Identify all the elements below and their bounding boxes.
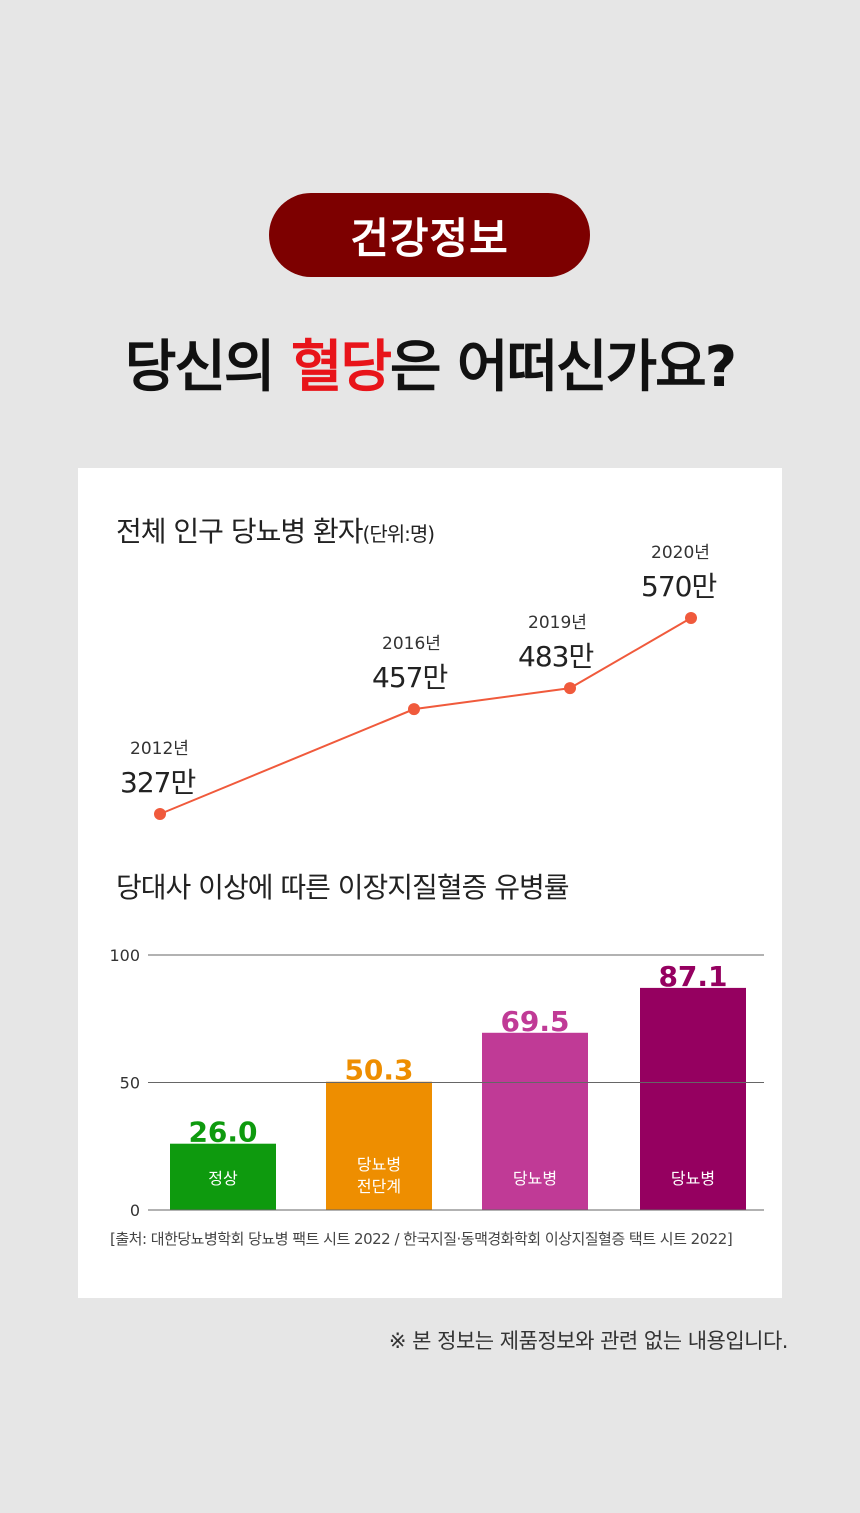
line-point-year: 2012년: [130, 739, 189, 759]
bar-value-label: 87.1: [658, 960, 727, 993]
line-point-value: 483만: [518, 640, 593, 673]
bar-category-label: 정상: [208, 1169, 238, 1188]
y-tick-label: 0: [130, 1201, 140, 1220]
headline-highlight: 혈당: [290, 335, 392, 400]
bar-value-label: 26.0: [188, 1116, 257, 1149]
bar-value-label: 50.3: [344, 1054, 413, 1087]
line-point: [564, 682, 576, 695]
line-chart-title-text: 전체 인구 당뇨병 환자: [116, 515, 364, 548]
bar-category-label: 당뇨병: [671, 1169, 715, 1188]
bar: [640, 987, 746, 1210]
headline-after: 은 어떠신가요?: [390, 335, 737, 400]
line-point: [408, 703, 420, 716]
bar-category-label: 당뇨병: [357, 1155, 401, 1174]
bar: [170, 1143, 276, 1210]
line-point-year: 2020년: [651, 543, 710, 563]
line-series: [159, 617, 692, 815]
line-point-year: 2019년: [528, 613, 587, 633]
page-headline: 당신의 혈당은 어떠신가요?: [0, 322, 860, 403]
line-point-value: 570만: [641, 570, 716, 603]
line-point-value: 327만: [120, 766, 195, 799]
line-chart-title: 전체 인구 당뇨병 환자(단위:명): [116, 510, 436, 550]
y-tick-label: 50: [120, 1074, 140, 1093]
bar-category-label: 전단계: [357, 1177, 401, 1196]
line-point-year: 2016년: [382, 634, 441, 654]
y-tick-label: 100: [109, 946, 140, 965]
line-point-value: 457만: [372, 661, 447, 694]
line-chart-unit: (단위:명): [362, 522, 436, 546]
category-badge: 건강정보: [269, 193, 590, 277]
disclaimer-note: ※ 본 정보는 제품정보와 관련 없는 내용입니다.: [388, 1329, 789, 1353]
line-point: [685, 612, 697, 624]
source-citation: [출처: 대한당뇨병학회 당뇨병 팩트 시트 2022 / 한국지질·동맥경화학…: [110, 1230, 733, 1248]
line-point: [154, 808, 166, 820]
bar-chart-title: 당대사 이상에 따른 이장지질혈증 유병률: [116, 871, 570, 904]
bar: [326, 1081, 432, 1210]
chart-canvas: 2012년 327만 2016년 457만 2019년 483만 2020년 570만 26.0…: [109, 543, 764, 1220]
bar-category-label: 당뇨병: [513, 1169, 557, 1188]
bar: [482, 1032, 588, 1210]
chart-card: 전체 인구 당뇨병 환자(단위:명) 당대사 이상에 따른 이장지질혈증 유병률…: [78, 468, 782, 1298]
headline-before: 당신의: [124, 335, 291, 400]
bar-value-label: 69.5: [500, 1005, 569, 1038]
